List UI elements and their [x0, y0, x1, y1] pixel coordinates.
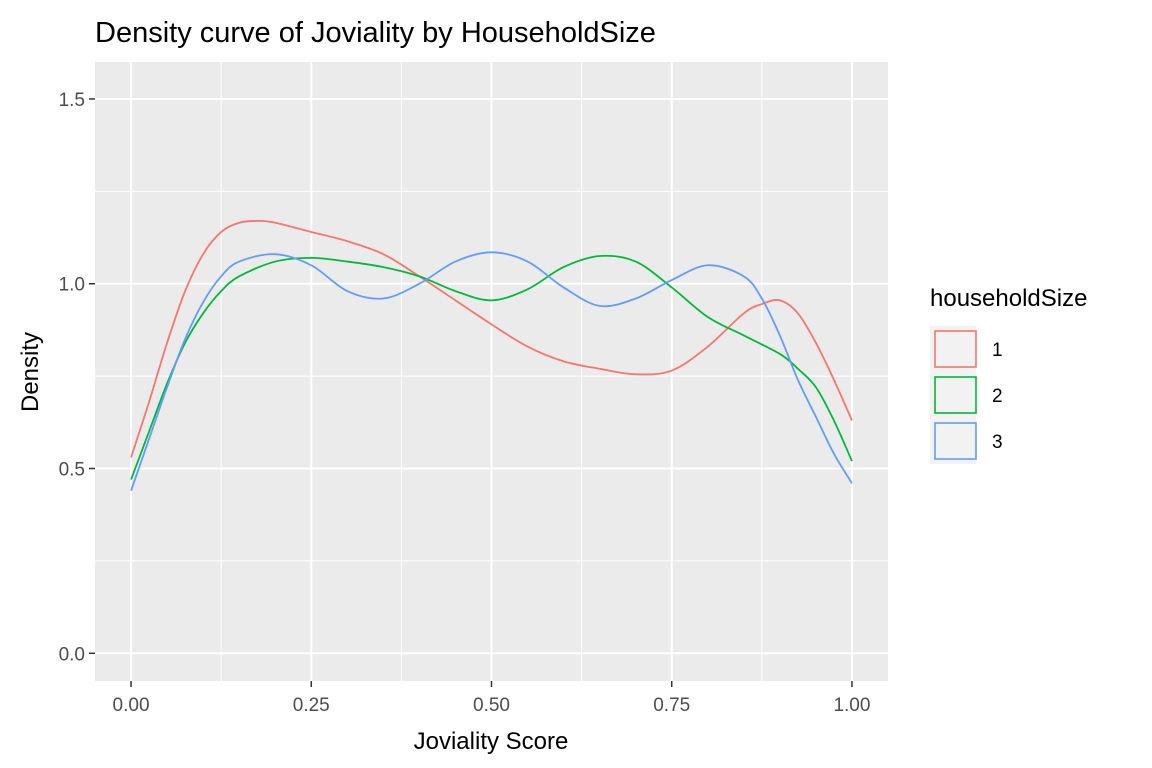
- legend-key-1: [930, 326, 977, 372]
- chart-title: Density curve of Joviality by HouseholdS…: [95, 17, 656, 49]
- series-lines: [130, 220, 853, 491]
- x-axis: 0.00 0.25 0.50 0.75 1.00: [113, 681, 870, 716]
- legend-key-background: [930, 372, 976, 418]
- legend-key-background: [930, 326, 976, 372]
- legend-label-2: 2: [992, 386, 1003, 407]
- y-axis-title: Density: [17, 332, 44, 412]
- density-line-2: [130, 254, 853, 480]
- y-axis: 0.0 0.5 1.0 1.5: [59, 90, 95, 665]
- legend-key-swatch: [934, 422, 977, 460]
- density-line-1: [130, 220, 853, 458]
- density-line-3: [130, 251, 853, 491]
- legend-key-2: [930, 372, 977, 418]
- plot-panel: [95, 62, 888, 681]
- legend-title: householdSize: [930, 285, 1087, 312]
- y-tick-label: 0.0: [59, 644, 85, 665]
- x-tick-label: 0.50: [473, 695, 510, 716]
- legend-label-1: 1: [992, 340, 1003, 361]
- x-axis-title: Joviality Score: [414, 728, 569, 755]
- y-tick-label: 1.0: [59, 275, 85, 296]
- x-tick-label: 0.75: [653, 695, 690, 716]
- x-tick-label: 0.00: [113, 695, 150, 716]
- legend-key-3: [930, 418, 977, 464]
- legend-key-swatch: [934, 330, 977, 368]
- legend-key-background: [930, 418, 976, 464]
- y-tick-label: 0.5: [59, 460, 85, 481]
- x-tick-label: 1.00: [833, 695, 870, 716]
- x-tick-label: 0.25: [293, 695, 330, 716]
- y-tick-label: 1.5: [59, 90, 85, 111]
- legend-label-3: 3: [992, 432, 1003, 453]
- legend: householdSize 1 2 3: [930, 285, 1087, 464]
- legend-key-swatch: [934, 376, 977, 414]
